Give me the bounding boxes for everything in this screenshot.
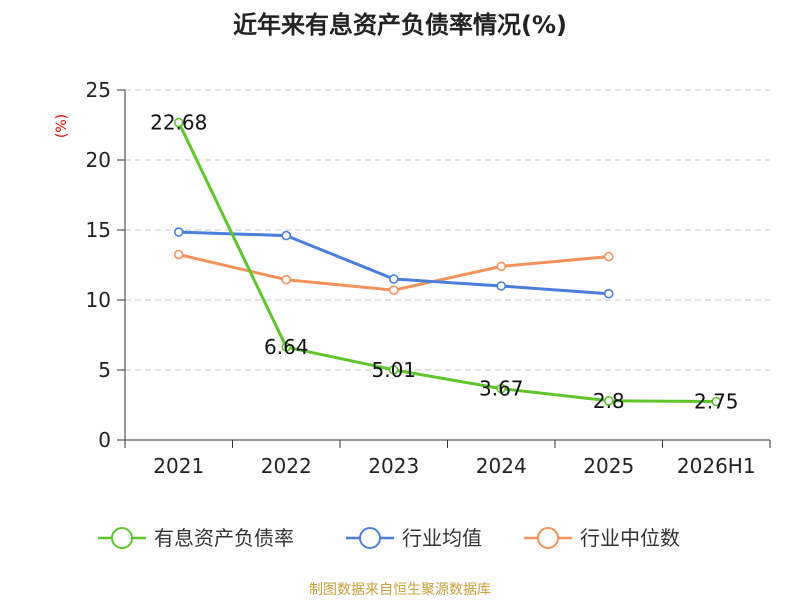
y-tick-label: 10: [86, 288, 111, 312]
data-point: [711, 396, 722, 407]
legend-marker: [111, 527, 133, 549]
x-tick-label: 2022: [261, 454, 312, 478]
data-point: [173, 117, 184, 128]
data-point: [388, 285, 399, 296]
y-tick-label: 25: [86, 78, 111, 102]
x-tick-label: 2023: [368, 454, 419, 478]
data-point: [281, 342, 292, 352]
data-point: [496, 281, 507, 291]
data-point: [496, 261, 507, 272]
source-note: 制图数据来自恒生聚源数据库: [309, 582, 491, 598]
series-line: [177, 121, 717, 403]
data-point: [281, 274, 292, 285]
y-tick-label: 0: [98, 428, 111, 452]
y-tick-label: 20: [86, 148, 111, 172]
legend-item: 行业中位数: [524, 526, 680, 550]
data-label: 2.75: [694, 390, 739, 414]
data-point: [603, 395, 614, 406]
y-axis-unit: (%): [54, 114, 70, 138]
legend-label: 行业均值: [402, 526, 482, 550]
gridlines: [125, 89, 770, 371]
data-point: [603, 251, 614, 262]
chart-title: 近年来有息资产负债率情况(%): [233, 11, 567, 39]
x-tick-label: 2024: [476, 454, 527, 478]
legend-item: 行业均值: [346, 526, 482, 550]
data-point: [388, 365, 399, 375]
x-tick-label: 2025: [583, 454, 634, 478]
x-tick-label: 2026H1: [677, 454, 756, 478]
data-point: [173, 249, 184, 260]
data-point: [388, 274, 399, 284]
legend-label: 有息资产负债率: [154, 526, 294, 550]
legend-item: 有息资产负债率: [98, 526, 294, 550]
legend-marker: [359, 527, 381, 549]
data-point: [496, 383, 507, 394]
data-label: 6.64: [264, 335, 309, 359]
data-label: 22.68: [150, 110, 207, 134]
legend: 有息资产负债率 行业均值 行业中位数: [98, 526, 680, 550]
y-tick-label: 5: [98, 358, 111, 382]
data-label: 3.67: [479, 377, 524, 401]
data-point: [173, 227, 184, 237]
y-tick-label: 15: [86, 218, 111, 242]
data-point: [603, 288, 614, 299]
legend-marker: [537, 527, 559, 549]
x-tick-label: 2021: [153, 454, 204, 478]
data-point: [281, 230, 292, 241]
data-labels: 22.68 6.64 5.01 3.67 2.8 2.75: [150, 110, 738, 413]
data-label: 5.01: [371, 358, 416, 382]
series-lines: [173, 117, 722, 407]
data-label: 2.8: [593, 389, 625, 413]
legend-label: 行业中位数: [580, 526, 680, 550]
